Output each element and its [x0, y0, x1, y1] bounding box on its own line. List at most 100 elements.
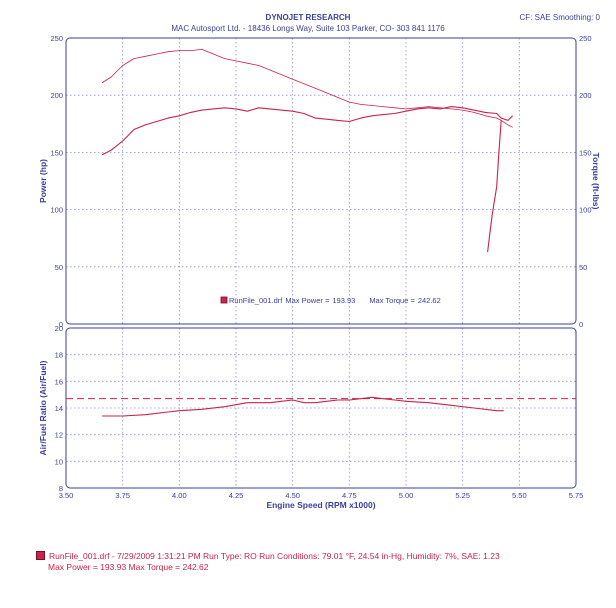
- power-drop-point: [498, 152, 500, 153]
- torque-axis-label: Torque (ft-lbs): [591, 153, 601, 210]
- afr-point: [280, 400, 282, 402]
- power-point: [462, 107, 464, 109]
- run-max-values-text: Max Power = 193.93 Max Torque = 242.62: [48, 562, 209, 572]
- torque-point: [314, 87, 316, 89]
- afr-point: [201, 408, 203, 410]
- torque-point: [507, 124, 509, 126]
- x-tick-label: 4.00: [172, 491, 187, 500]
- power-point: [280, 109, 282, 111]
- power-point: [512, 115, 513, 117]
- afr-y-tick-label: 18: [55, 351, 63, 360]
- power-torque-y-tick-label: 150: [50, 148, 63, 157]
- power-point: [122, 140, 124, 142]
- torque-point: [394, 107, 396, 109]
- power-point: [348, 121, 350, 122]
- torque-point: [178, 50, 180, 51]
- afr-y-tick-label: 20: [55, 324, 63, 333]
- legend-max-power: 193.93: [332, 296, 355, 305]
- x-tick-label: 5.00: [399, 491, 414, 500]
- power-torque-grid: 0 50 100 150 200 250 0 50 100 150 200 250: [50, 34, 591, 329]
- legend-max-torque-label: Max Torque =: [369, 296, 415, 305]
- power-point: [303, 113, 305, 114]
- afr-grid: 3.50 3.75 4.00 4.25 4.50 4.75 5.00 5.25 5.50 5.75…: [55, 324, 584, 500]
- torque-line: [102, 49, 513, 128]
- power-line: [102, 106, 513, 156]
- torque-point: [292, 78, 294, 80]
- torque-point: [405, 108, 407, 110]
- afr-point: [144, 414, 146, 416]
- torque-point: [280, 74, 282, 75]
- power-torque-y-tick-label: 200: [50, 91, 63, 100]
- x-tick-label: 4.25: [229, 491, 244, 500]
- legend-text: RunFile_001.drf Max Power = 193.93 Max Torq…: [229, 296, 441, 305]
- torque-point: [348, 101, 350, 103]
- torque-point: [484, 115, 486, 117]
- torque-point: [496, 117, 498, 119]
- power-axis-label: Power (hp): [38, 159, 48, 203]
- power-point: [269, 108, 271, 110]
- torque-point: [337, 97, 339, 98]
- torque-point: [473, 112, 475, 113]
- afr-plot: [66, 396, 576, 417]
- power-point: [371, 115, 373, 117]
- torque-point: [512, 126, 513, 128]
- footer-swatch: [36, 551, 45, 560]
- torque-point: [122, 65, 124, 66]
- power-torque-y-right-tick-label: 50: [579, 263, 587, 272]
- afr-point: [122, 415, 124, 417]
- power-point: [496, 113, 498, 114]
- afr-point: [246, 402, 248, 404]
- power-torque-y-tick-label: 50: [55, 263, 63, 272]
- afr-y-tick-label: 8: [59, 484, 63, 493]
- torque-point: [428, 106, 430, 107]
- torque-point: [133, 58, 135, 59]
- afr-point: [303, 402, 305, 404]
- torque-point: [156, 53, 158, 55]
- afr-point: [101, 415, 103, 417]
- power-point: [382, 114, 384, 115]
- power-drop-point: [500, 120, 502, 121]
- afr-point: [405, 400, 407, 402]
- afr-point: [473, 407, 475, 409]
- x-tick-label: 4.50: [285, 491, 300, 500]
- torque-point: [326, 92, 328, 94]
- power-torque-y-right-tick-label: 100: [579, 206, 592, 215]
- afr-y-tick-label: 10: [55, 457, 63, 466]
- afr-point: [167, 411, 169, 413]
- power-point: [405, 110, 407, 112]
- afr-y-tick-label: 16: [55, 377, 63, 386]
- power-point: [326, 118, 328, 120]
- power-point: [110, 149, 112, 151]
- run-info-footer: RunFile_001.drf - 7/29/2009 1:31:21 PM R…: [36, 551, 500, 573]
- power-point: [314, 117, 316, 119]
- afr-point: [428, 402, 430, 404]
- torque-point: [101, 82, 103, 83]
- power-point: [450, 106, 452, 107]
- chart-title: DYNOJET RESEARCH: [266, 13, 351, 22]
- x-tick-label: 5.25: [455, 491, 470, 500]
- power-point: [484, 112, 486, 113]
- torque-point: [246, 62, 248, 64]
- torque-point: [462, 109, 464, 111]
- x-tick-label: 3.75: [115, 491, 130, 500]
- power-point: [167, 117, 169, 119]
- torque-point: [235, 60, 237, 62]
- power-torque-y-right-tick-label: 250: [579, 34, 592, 43]
- afr-point: [503, 410, 504, 412]
- afr-point: [348, 399, 350, 401]
- power-point: [156, 121, 158, 122]
- power-point: [416, 108, 418, 110]
- torque-point: [371, 105, 373, 106]
- legend-max-torque: 242.62: [418, 296, 441, 305]
- afr-point: [269, 402, 271, 404]
- correction-smoothing-label: CF: SAE Smoothing: 0: [520, 13, 601, 22]
- x-tick-label: 4.75: [342, 491, 357, 500]
- power-point: [500, 117, 502, 119]
- torque-point: [439, 107, 441, 109]
- power-drop-point: [487, 251, 488, 253]
- power-drop-point: [496, 186, 498, 188]
- power-point: [360, 117, 362, 119]
- afr-line: [102, 396, 504, 417]
- afr-frame: [65, 327, 577, 489]
